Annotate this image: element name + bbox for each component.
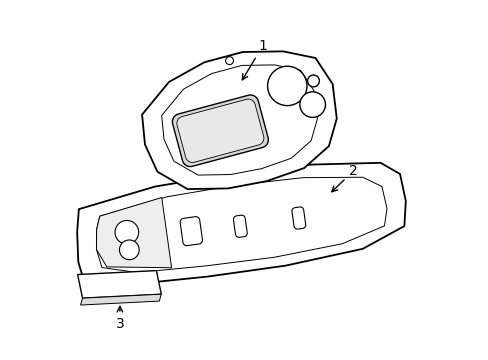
Text: 1: 1 <box>242 39 266 80</box>
Polygon shape <box>180 217 202 246</box>
Polygon shape <box>162 65 317 175</box>
Circle shape <box>225 57 233 64</box>
Circle shape <box>299 92 325 117</box>
Circle shape <box>267 66 306 105</box>
Polygon shape <box>81 294 161 305</box>
Circle shape <box>115 220 139 244</box>
Circle shape <box>119 240 139 260</box>
Polygon shape <box>96 198 171 268</box>
Polygon shape <box>96 177 386 273</box>
Polygon shape <box>142 51 336 189</box>
Text: 3: 3 <box>115 306 124 331</box>
Polygon shape <box>77 163 405 285</box>
Polygon shape <box>78 271 161 298</box>
Polygon shape <box>233 215 247 237</box>
Polygon shape <box>291 207 305 229</box>
Polygon shape <box>177 99 264 162</box>
Polygon shape <box>172 95 268 167</box>
Text: 2: 2 <box>331 164 357 192</box>
Circle shape <box>307 75 319 87</box>
